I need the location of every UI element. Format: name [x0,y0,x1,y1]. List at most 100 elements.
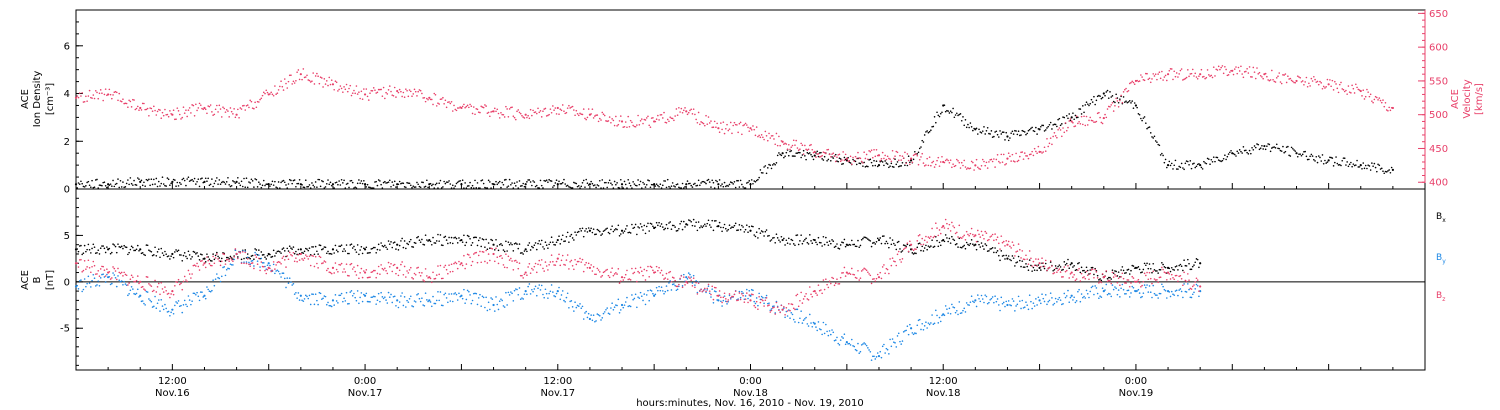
density-dot [411,186,413,189]
bz-dot [996,236,999,238]
velocity-dot [1044,150,1047,152]
by-dot [486,309,489,312]
by-point [492,303,495,307]
velocity-dot [1182,79,1184,81]
bz-dot [282,255,285,258]
density-dot [382,181,385,184]
bx-dot [81,253,83,256]
velocity-dot [998,160,1000,163]
by-dot [1051,297,1053,299]
by-dot [721,305,723,307]
bz-dot [180,282,182,285]
velocity-dot [883,157,885,160]
bx-dot [335,249,338,251]
by-dot [324,295,327,298]
velocity-dot [1283,74,1285,76]
velocity-dot [1023,152,1026,154]
velocity-dot [626,126,628,129]
velocity-dot [99,89,102,91]
density-dot [514,185,517,187]
bz-dot [529,272,532,274]
by-dot [1023,306,1026,309]
by-dot [1190,296,1193,299]
bz-dot [890,264,893,267]
bz-dot [1011,241,1014,243]
velocity-dot [208,105,211,108]
density-dot [1040,125,1042,128]
density-dot [537,187,539,189]
velocity-dot [283,78,286,80]
bz-dot [393,263,396,266]
by-dot [369,301,371,303]
velocity-dot [1376,96,1378,99]
bz-dot [1012,244,1015,247]
bz-dot [191,273,193,275]
bz-dot [601,274,604,277]
density-dot [858,162,861,164]
velocity-dot [676,114,679,116]
velocity-dot [738,122,741,125]
bz-dot [414,273,417,276]
bz-dot [716,294,718,297]
velocity-dot [823,151,826,154]
by-dot [507,291,510,294]
density-dot [560,182,563,185]
density-dot [225,181,228,183]
density-dot [451,184,454,187]
density-dot [753,180,756,182]
by-dot [799,317,801,320]
velocity-dot [1107,105,1110,108]
density-dot [739,179,742,182]
by-dot [367,300,370,303]
by-dot [619,309,622,311]
bx-dot [1098,279,1100,281]
bx-dot [706,222,709,225]
bx-dot [534,242,537,244]
density-dot [1332,165,1335,167]
bz-dot [640,270,643,273]
density-dot [776,154,779,157]
by-dot [297,292,300,294]
bz-dot [451,270,454,273]
bx-dot [351,247,354,249]
density-dot [1358,166,1361,168]
bz-dot [311,254,313,257]
velocity-dot [999,162,1001,164]
bz-dot [959,236,962,239]
by-dot [244,250,247,252]
bx-dot [888,246,890,249]
velocity-dot [1319,80,1321,83]
density-dot [716,180,718,183]
bz-dot [106,268,108,271]
velocity-dot [196,109,198,112]
bz-dot [564,264,566,266]
by-dot [633,297,636,300]
density-dot [863,161,865,164]
bz-dot [628,278,631,280]
bx-dot [487,242,490,244]
bz-dot [668,271,670,274]
velocity-dot [1059,129,1062,131]
density-dot [269,185,271,187]
density-dot [986,126,989,129]
bx-dot [870,245,873,248]
by-dot [800,310,802,312]
bx-dot [773,236,775,239]
bz-dot [610,271,612,273]
density-dot [497,182,500,184]
density-dot [734,186,737,189]
density-tick-label: 4 [64,89,70,100]
density-dot [1269,150,1272,153]
bx-dot [290,247,292,249]
density-dot [395,186,397,188]
bx-dot [605,228,607,230]
density-dot [1162,154,1164,157]
bx-dot [356,244,359,246]
velocity-dot [204,108,207,111]
velocity-dot [838,153,841,156]
bz-dot [527,266,529,268]
bx-dot [648,230,651,232]
density-dot [1072,112,1074,114]
bz-dot [423,280,426,282]
bx-dot [673,224,675,227]
